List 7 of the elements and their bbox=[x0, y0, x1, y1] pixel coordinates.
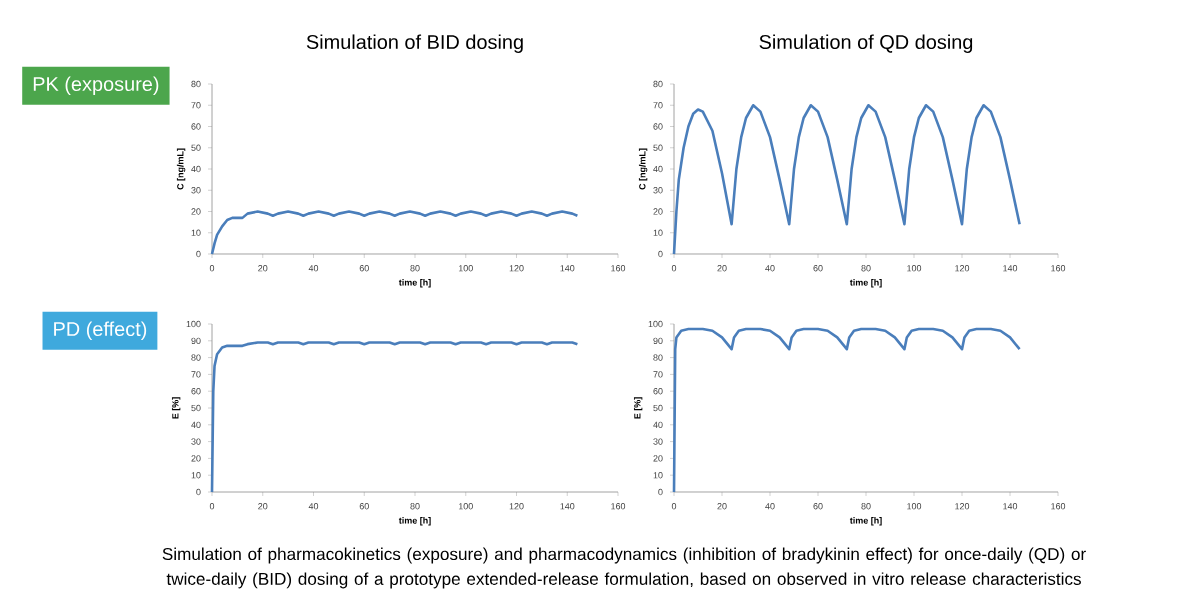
line-series bbox=[672, 103, 1021, 256]
text: PD (effect) bbox=[54, 321, 147, 340]
text: PK (exposure) bbox=[33, 76, 159, 95]
chart-title: Simulation of QD dosing bbox=[759, 34, 973, 53]
chart-title: Simulation of BID dosing bbox=[306, 34, 523, 53]
text: Simulation of pharmacokinetics (exposure) and pharmacodynamics (inhibition of bradykinin effect) for once-daily (QD) or twice-daily (BID) dosing of a prototype extended-release formulation, based on observed in vitro release characteristics bbox=[162, 547, 1086, 589]
line-series bbox=[672, 327, 1021, 494]
